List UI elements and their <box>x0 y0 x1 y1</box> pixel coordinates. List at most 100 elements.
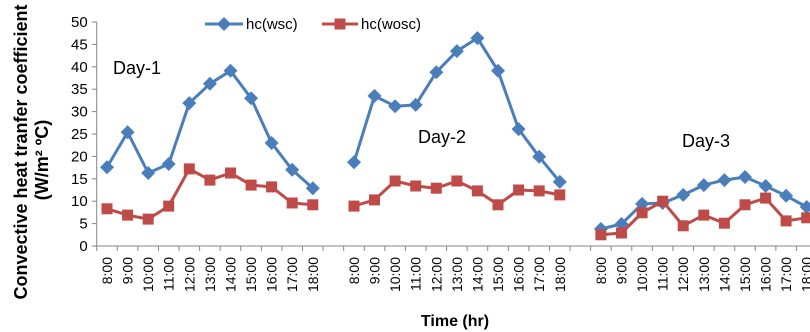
data-point-hc-wosc <box>142 213 154 225</box>
data-point-hc-wsc <box>717 173 732 188</box>
data-point-hc-wosc <box>369 194 380 206</box>
data-point-hc-wsc <box>779 188 794 203</box>
data-point-hc-wsc <box>347 155 361 170</box>
data-point-hc-wosc <box>410 180 422 192</box>
data-point-hc-wsc <box>532 149 547 164</box>
data-point-hc-wsc <box>264 136 279 150</box>
x-tick-label: 14:00 <box>223 257 239 292</box>
x-tick-label: 9:00 <box>614 257 630 284</box>
data-point-hc-wosc <box>698 209 710 221</box>
x-tick-label: 15:00 <box>490 257 506 292</box>
data-point-hc-wsc <box>449 44 464 59</box>
data-point-hc-wsc <box>676 187 691 202</box>
data-point-hc-wosc <box>183 163 195 175</box>
data-point-hc-wsc <box>552 174 567 189</box>
y-tick-label: 50 <box>71 14 88 31</box>
x-tick-label: 10:00 <box>634 257 650 292</box>
data-point-hc-wsc <box>100 160 114 175</box>
x-tick-label: 12:00 <box>675 257 691 292</box>
x-tick-label: 8:00 <box>346 257 362 284</box>
data-point-hc-wsc <box>305 181 320 196</box>
plot-series <box>100 31 810 241</box>
data-point-hc-wsc <box>367 88 382 103</box>
x-tick-label: 12:00 <box>181 257 197 292</box>
x-tick-label: 10:00 <box>140 257 156 292</box>
x-tick-label: 8:00 <box>99 257 115 284</box>
data-point-hc-wosc <box>122 209 134 221</box>
data-point-hc-wsc <box>202 76 217 91</box>
data-point-hc-wsc <box>799 200 810 214</box>
data-point-hc-wosc <box>657 195 669 207</box>
annotation-day-1: Day-1 <box>113 58 161 78</box>
data-point-hc-wosc <box>389 175 401 187</box>
y-tick-label: 30 <box>71 104 88 121</box>
x-tick-label: 16:00 <box>758 257 774 292</box>
y-tick-label: 5 <box>79 216 87 233</box>
x-tick-label: 14:00 <box>469 257 485 292</box>
data-point-hc-wosc <box>801 212 810 224</box>
x-tick-label: 11:00 <box>655 257 671 291</box>
annotation-day-3: Day-3 <box>682 131 730 151</box>
data-point-hc-wosc <box>616 227 627 239</box>
y-axis-title: Convective heat tranfer coefficient (W/m… <box>11 4 52 299</box>
data-point-hc-wosc <box>101 203 113 215</box>
x-tick-label: 10:00 <box>387 257 403 292</box>
legend-item-hc-wsc: hc(wsc) <box>205 16 298 33</box>
data-point-hc-wosc <box>677 220 689 232</box>
y-axis-title-line-2: (W/m² ºC) <box>32 120 52 201</box>
data-point-hc-wsc <box>408 97 423 112</box>
y-tick-label: 0 <box>79 238 87 255</box>
y-tick-label: 20 <box>71 148 88 165</box>
x-tick-label: 13:00 <box>696 257 712 292</box>
data-point-hc-wosc <box>204 174 216 186</box>
data-point-hc-wosc <box>760 192 772 204</box>
data-point-hc-wsc <box>491 63 505 78</box>
data-point-hc-wsc <box>141 166 156 180</box>
legend-diamond-marker <box>217 17 231 31</box>
data-point-hc-wsc <box>738 170 752 184</box>
data-point-hc-wosc <box>307 199 319 211</box>
y-tick-label: 40 <box>71 59 88 76</box>
data-point-hc-wsc <box>285 162 300 177</box>
y-tick-label: 25 <box>71 126 88 143</box>
data-point-hc-wsc <box>696 178 711 193</box>
x-tick-label: 8:00 <box>593 257 609 284</box>
x-tick-label: 11:00 <box>408 257 424 291</box>
x-tick-label: 16:00 <box>264 257 280 292</box>
y-axis-title-line-1: Convective heat tranfer coefficient <box>11 4 31 299</box>
x-tick-label: 13:00 <box>449 257 465 292</box>
data-point-hc-wsc <box>182 96 197 111</box>
data-point-hc-wosc <box>451 175 463 187</box>
legend: hc(wsc) hc(wosc) <box>205 16 421 33</box>
x-tick-label: 11:00 <box>161 257 177 291</box>
x-tick-label: 16:00 <box>511 257 527 292</box>
x-tick-label: 13:00 <box>202 257 218 292</box>
data-point-hc-wsc <box>758 179 773 193</box>
data-point-hc-wosc <box>286 197 298 209</box>
y-tick-label: 45 <box>71 36 88 53</box>
data-point-hc-wsc <box>388 99 403 114</box>
data-point-hc-wsc <box>470 31 485 46</box>
data-point-hc-wosc <box>348 200 360 212</box>
data-point-hc-wosc <box>533 185 545 197</box>
x-tick-label: 17:00 <box>531 257 547 292</box>
annotation-day-2: Day-2 <box>418 127 466 147</box>
x-tick-label: 18:00 <box>305 257 321 292</box>
data-point-hc-wsc <box>223 63 238 78</box>
data-point-hc-wosc <box>492 199 504 211</box>
data-point-hc-wosc <box>554 189 566 201</box>
data-point-hc-wosc <box>718 217 730 229</box>
x-axis-title: Time (hr) <box>421 313 489 330</box>
data-point-hc-wosc <box>513 184 525 196</box>
x-tick-label: 12:00 <box>428 257 444 292</box>
data-point-hc-wosc <box>739 199 751 211</box>
x-tick-label: 9:00 <box>120 257 136 284</box>
data-point-hc-wosc <box>595 229 607 241</box>
y-tick-label: 35 <box>71 81 88 98</box>
y-tick-label: 10 <box>71 193 88 210</box>
data-point-hc-wosc <box>225 167 236 179</box>
data-point-hc-wosc <box>780 215 792 227</box>
data-point-hc-wosc <box>430 182 442 194</box>
legend-label-hc-wosc: hc(wosc) <box>361 16 421 33</box>
